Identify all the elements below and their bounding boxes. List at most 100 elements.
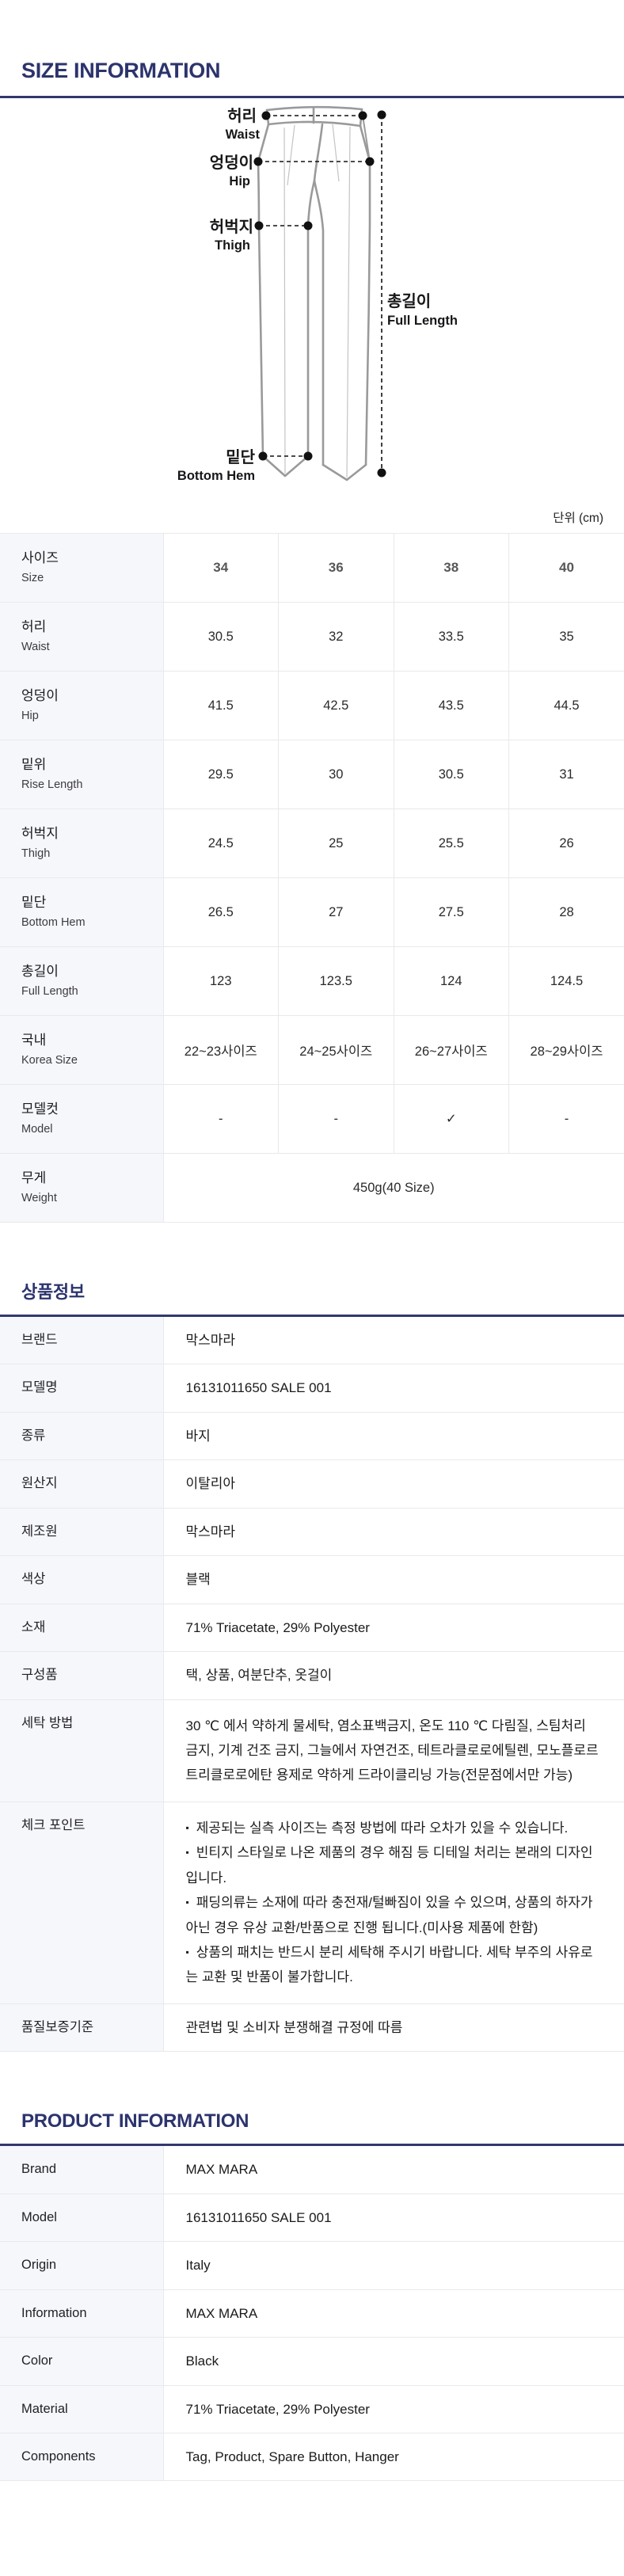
- row-label-ko: 밑위: [21, 757, 47, 773]
- size-value: 43.5: [394, 671, 509, 740]
- size-value: 36: [278, 533, 394, 603]
- size-value: 27: [278, 877, 394, 947]
- info-row: 색상 블랙: [0, 1555, 624, 1604]
- product-information-title: PRODUCT INFORMATION: [21, 2110, 249, 2133]
- thigh-label-en: Thigh: [215, 238, 250, 253]
- product-information-table: Brand MAX MARA Model 16131011650 SALE 00…: [0, 2146, 624, 2482]
- row-label-en: Thigh: [21, 847, 51, 860]
- info-value: 30 ℃ 에서 약하게 물세탁, 염소표백금지, 온도 110 ℃ 다림질, 스…: [185, 1718, 599, 1783]
- row-label-ko: 총길이: [21, 964, 59, 980]
- size-value: 123.5: [278, 946, 394, 1016]
- size-value: 26: [559, 835, 574, 850]
- info-row: 제조원 막스마라: [0, 1508, 624, 1556]
- info-value: 이탈리아: [185, 1476, 236, 1492]
- info-label: 구성품: [0, 1651, 164, 1699]
- size-value: 28: [559, 904, 574, 919]
- size-row-header: 모델컷 Model: [0, 1084, 164, 1154]
- full-length-label-en: Full Length: [387, 314, 458, 328]
- row-label-en: Rise Length: [21, 778, 83, 791]
- pants-crease-lines: [283, 124, 351, 478]
- hip-label-en: Hip: [229, 174, 250, 188]
- hem-label-en: Bottom Hem: [177, 469, 255, 483]
- check-point-item: 제공되는 실측 사이즈는 측정 방법에 따라 오차가 있을 수 있습니다.: [186, 1816, 601, 1840]
- row-label-ko: 허리: [21, 619, 47, 635]
- pants-outline: [257, 105, 371, 481]
- weight-merged-value: 450g(40 Size): [352, 1180, 435, 1195]
- size-value: 27.5: [394, 877, 509, 947]
- size-value: 123: [163, 946, 279, 1016]
- thigh-label-ko: 허벅지: [210, 218, 253, 236]
- info-label: 색상: [0, 1555, 164, 1604]
- info-label: Origin: [0, 2241, 164, 2290]
- size-value: 29.5: [163, 740, 279, 809]
- check-point-item: 빈티지 스타일로 나온 제품의 경우 해짐 등 디테일 처리는 본래의 디자인입…: [186, 1840, 601, 1890]
- hem-label-ko: 밑단: [226, 448, 255, 466]
- full-length-label-ko: 총길이: [387, 292, 431, 310]
- info-value: Italy: [185, 2258, 211, 2274]
- size-value: 24.5: [163, 809, 279, 878]
- size-value: 26~27사이즈: [394, 1015, 509, 1085]
- info-value: 바지: [185, 1428, 211, 1444]
- size-row-header: 엉덩이 Hip: [0, 671, 164, 740]
- size-table-row: 밑위 Rise Length 29.5 30 30.5 31: [0, 740, 624, 809]
- check-point-item: 패딩의류는 소재에 따라 충전재/털빠짐이 있을 수 있으며, 상품의 하자가 …: [186, 1890, 601, 1940]
- size-value: 31: [559, 767, 574, 782]
- info-row: Material 71% Triacetate, 29% Polyester: [0, 2385, 624, 2433]
- row-label-ko: 무게: [21, 1170, 47, 1186]
- info-value: 블랙: [185, 1572, 211, 1588]
- row-label-en: Waist: [21, 640, 50, 653]
- size-value: 40: [559, 560, 574, 575]
- row-label-ko: 엉덩이: [21, 688, 59, 704]
- size-value: 41.5: [163, 671, 279, 740]
- hip-label-ko: 엉덩이: [210, 154, 253, 172]
- info-row-check-points: 체크 포인트 제공되는 실측 사이즈는 측정 방법에 따라 오차가 있을 수 있…: [0, 1802, 624, 2004]
- info-label: 세탁 방법: [0, 1699, 164, 1802]
- size-row-header: 밑단 Bottom Hem: [0, 877, 164, 947]
- info-value: Tag, Product, Spare Button, Hanger: [185, 2449, 399, 2464]
- info-value: 16131011650 SALE 001: [185, 1380, 332, 1396]
- size-value: 124: [394, 946, 509, 1016]
- bottom-spacer: [0, 2481, 624, 2533]
- row-label-ko: 국내: [21, 1033, 47, 1048]
- info-value: 막스마라: [185, 1524, 236, 1539]
- waist-label-ko: 허리: [227, 107, 257, 125]
- info-value: 71% Triacetate, 29% Polyester: [185, 1619, 370, 1635]
- info-value: MAX MARA: [185, 2162, 258, 2178]
- info-label: Brand: [0, 2146, 164, 2194]
- product-info-table: 브랜드 막스마라 모델명 16131011650 SALE 001 종류 바지 …: [0, 1317, 624, 2053]
- row-label-ko: 모델컷: [21, 1102, 59, 1117]
- measurement-dashed-lines: [258, 115, 382, 473]
- info-value: 막스마라: [185, 1333, 236, 1348]
- size-value: 32: [278, 602, 394, 672]
- info-row: Model 16131011650 SALE 001: [0, 2194, 624, 2242]
- info-row: Brand MAX MARA: [0, 2146, 624, 2194]
- info-value: 71% Triacetate, 29% Polyester: [185, 2401, 370, 2417]
- info-value: 관련법 및 소비자 분쟁해결 규정에 따름: [185, 2019, 403, 2035]
- info-label: 모델명: [0, 1364, 164, 1413]
- size-value: -: [564, 1111, 569, 1126]
- diagram-labels: 허리 Waist 엉덩이 Hip 허벅지 Thigh 총길이 Full Leng…: [177, 107, 458, 483]
- row-label-en: Bottom Hem: [21, 915, 86, 929]
- info-value: 16131011650 SALE 001: [185, 2209, 332, 2225]
- size-value: 42.5: [278, 671, 394, 740]
- size-value: 30.5: [163, 602, 279, 672]
- section-divider: [0, 96, 624, 98]
- info-label: 원산지: [0, 1459, 164, 1509]
- info-row: Color Black: [0, 2337, 624, 2385]
- size-value: -: [278, 1084, 394, 1154]
- size-value: 34: [163, 533, 279, 603]
- measurement-dots: [253, 110, 386, 478]
- pants-diagram-svg: 허리 Waist 엉덩이 Hip 허벅지 Thigh 총길이 Full Leng…: [177, 105, 458, 483]
- size-value: 44.5: [554, 698, 580, 713]
- info-row: Origin Italy: [0, 2241, 624, 2290]
- info-value: 택, 상품, 여분단추, 옷걸이: [185, 1668, 333, 1684]
- size-table-row: 모델컷 Model - - ✓ -: [0, 1084, 624, 1154]
- row-label-ko: 밑단: [21, 895, 47, 911]
- section-divider: [0, 2144, 624, 2147]
- pants-measurement-diagram: 허리 Waist 엉덩이 Hip 허벅지 Thigh 총길이 Full Leng…: [0, 98, 624, 491]
- size-table-row: 허벅지 Thigh 24.5 25 25.5 26: [0, 809, 624, 878]
- info-label: Material: [0, 2385, 164, 2433]
- info-label: Information: [0, 2289, 164, 2338]
- info-row: 원산지 이탈리아: [0, 1459, 624, 1509]
